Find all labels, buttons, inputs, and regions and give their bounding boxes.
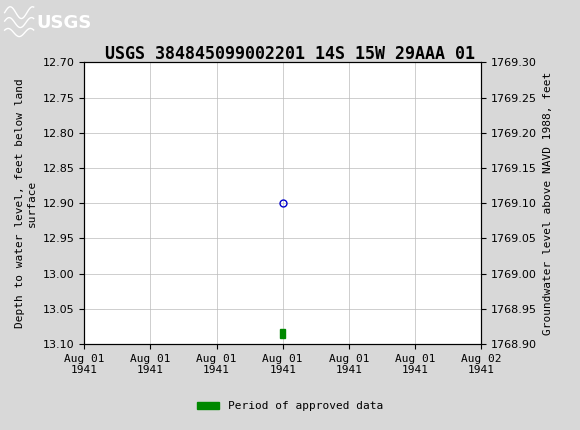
Bar [280, 329, 285, 338]
Text: USGS 384845099002201 14S 15W 29AAA 01: USGS 384845099002201 14S 15W 29AAA 01 [105, 45, 475, 63]
Y-axis label: Groundwater level above NAVD 1988, feet: Groundwater level above NAVD 1988, feet [543, 71, 553, 335]
Y-axis label: Depth to water level, feet below land
surface: Depth to water level, feet below land su… [15, 78, 37, 328]
Text: USGS: USGS [36, 14, 91, 31]
Legend: Period of approved data: Period of approved data [193, 397, 387, 416]
